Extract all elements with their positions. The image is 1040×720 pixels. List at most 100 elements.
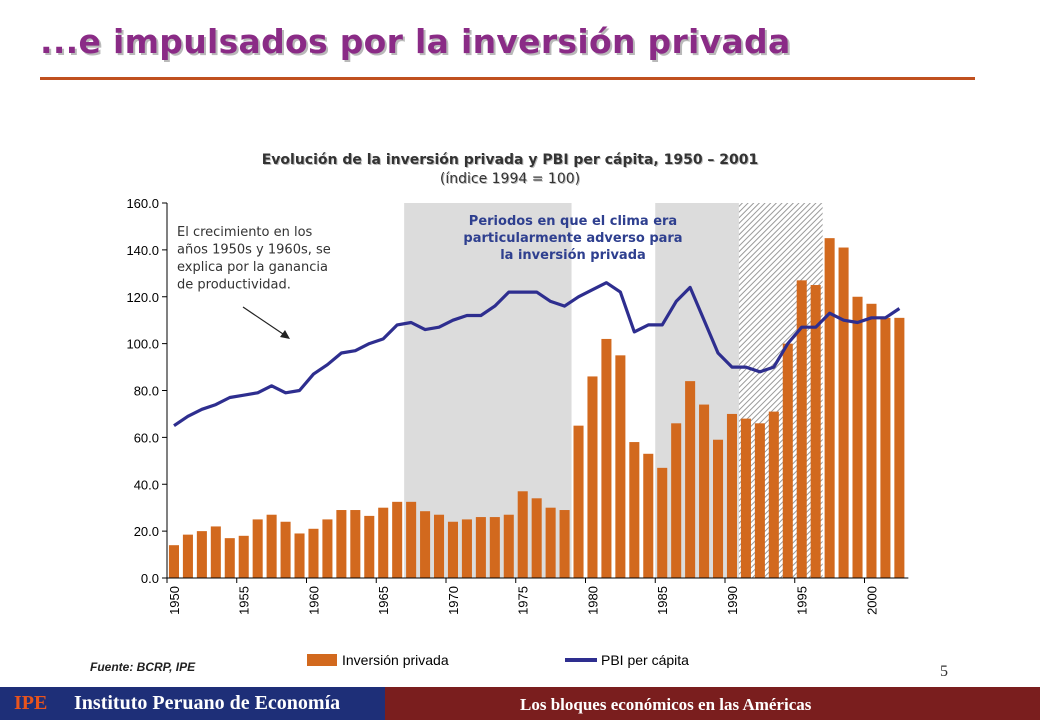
bar-1996 — [810, 285, 821, 578]
bar-1958 — [280, 521, 291, 578]
annotation-arrow — [242, 306, 287, 337]
bar-1992 — [754, 423, 765, 578]
x-tick-label-2000: 2000 — [864, 586, 879, 615]
title-rule — [40, 77, 975, 80]
annotation-growth-line: de productividad. — [177, 278, 291, 293]
bar-1989 — [713, 439, 724, 578]
bar-1981 — [601, 338, 612, 578]
bar-1988 — [699, 404, 710, 578]
y-tick-label-120.0: 120.0 — [126, 290, 159, 305]
bar-1998 — [838, 247, 849, 578]
annotation-growth-line: años 1950s y 1960s, se — [177, 243, 331, 258]
legend-label-pbi: PBI per cápita — [601, 652, 689, 668]
bar-1976 — [531, 498, 542, 578]
bar-1950 — [168, 545, 179, 578]
source-note: Fuente: BCRP, IPE — [90, 660, 196, 674]
bar-1961 — [322, 519, 333, 578]
bar-1967 — [406, 501, 417, 578]
annotation-growth-line: explica por la ganancia — [177, 260, 328, 275]
bar-1970 — [447, 521, 458, 578]
shaded-period-1985 — [655, 203, 739, 578]
bar-1991 — [740, 418, 751, 578]
footer-institute: Instituto Peruano de Economía — [74, 692, 341, 714]
bar-1990 — [726, 413, 737, 578]
footer-logo: IPE — [14, 692, 48, 714]
annotation-adverse-line: Periodos en que el clima era — [469, 214, 677, 229]
y-tick-label-160.0: 160.0 — [126, 196, 159, 211]
x-tick-label-1980: 1980 — [585, 586, 600, 615]
bar-1982 — [615, 355, 626, 578]
bar-1993 — [768, 411, 779, 578]
legend-swatch-inversion — [307, 654, 337, 666]
y-tick-label-140.0: 140.0 — [126, 243, 159, 258]
x-tick-label-1970: 1970 — [446, 586, 461, 615]
bar-1979 — [573, 425, 584, 578]
bar-1964 — [364, 515, 375, 578]
slide-title: ...e impulsados por la inversión privada — [40, 22, 791, 61]
bar-1978 — [559, 510, 570, 578]
bar-1966 — [392, 501, 403, 578]
x-tick-label-1960: 1960 — [306, 586, 321, 615]
bar-1954 — [224, 538, 235, 578]
series-line-pbi — [173, 281, 901, 428]
bar-1957 — [266, 514, 277, 578]
bar-1972 — [475, 517, 486, 578]
bar-1971 — [461, 519, 472, 578]
chart-subtitle: (índice 1994 = 100) — [439, 171, 581, 187]
bar-1965 — [378, 507, 389, 578]
bar-1987 — [685, 381, 696, 578]
bar-1995 — [796, 280, 807, 578]
bar-1980 — [587, 376, 598, 578]
bar-1968 — [420, 511, 431, 578]
chart-title: Evolución de la inversión privada y PBI … — [261, 152, 759, 168]
bar-1997 — [824, 238, 835, 578]
bar-2000 — [866, 303, 877, 578]
bar-1960 — [308, 528, 319, 578]
y-tick-label-100.0: 100.0 — [126, 337, 159, 352]
y-tick-label-60.0: 60.0 — [134, 430, 159, 445]
annotation-adverse-line: la inversión privada — [500, 248, 646, 263]
x-tick-label-1985: 1985 — [655, 586, 670, 615]
footer-right-band — [385, 687, 1040, 720]
y-tick-label-0.0: 0.0 — [141, 571, 159, 586]
x-tick-label-1995: 1995 — [795, 586, 810, 615]
annotation-arrowhead — [280, 330, 290, 339]
bar-1984 — [643, 453, 654, 578]
annotation-growth-line: El crecimiento en los — [177, 225, 313, 240]
bar-1951 — [182, 534, 193, 578]
bar-1963 — [350, 510, 361, 578]
bar-1969 — [434, 514, 445, 578]
annotation-adverse-line: particularmente adverso para — [463, 231, 682, 246]
shaded-period-1991 — [738, 203, 823, 578]
footer-left-band — [0, 687, 385, 720]
bar-1975 — [517, 491, 528, 578]
bar-1999 — [852, 296, 863, 578]
footer-topic: Los bloques económicos en las Américas — [520, 695, 812, 714]
bar-1977 — [545, 507, 556, 578]
chart-svg: 0.0 20.0 40.0 60.0 80.0 100.0 120.0 140.0 160.0 1… — [126, 196, 909, 668]
bar-1985 — [657, 467, 668, 578]
bar-1952 — [196, 531, 207, 578]
bar-1983 — [629, 442, 640, 578]
bar-1953 — [210, 526, 221, 578]
y-tick-label-40.0: 40.0 — [134, 477, 159, 492]
x-tick-label-1950: 1950 — [167, 586, 182, 615]
bar-1973 — [489, 517, 500, 578]
bar-1955 — [238, 535, 249, 578]
x-tick-label-1955: 1955 — [237, 586, 252, 615]
bar-1986 — [671, 423, 682, 578]
bar-2002 — [894, 317, 905, 578]
x-tick-label-1975: 1975 — [516, 586, 531, 615]
legend-label-inversion: Inversión privada — [342, 652, 449, 668]
page-number: 5 — [940, 663, 948, 680]
shaded-period-1967 — [404, 203, 572, 578]
bar-2001 — [880, 317, 891, 578]
x-tick-label-1965: 1965 — [376, 586, 391, 615]
bar-1962 — [336, 510, 347, 578]
bar-1959 — [294, 533, 305, 578]
y-tick-label-20.0: 20.0 — [134, 524, 159, 539]
bar-1994 — [782, 343, 793, 578]
x-tick-label-1990: 1990 — [725, 586, 740, 615]
bar-1956 — [252, 519, 263, 578]
bar-1974 — [503, 514, 514, 578]
